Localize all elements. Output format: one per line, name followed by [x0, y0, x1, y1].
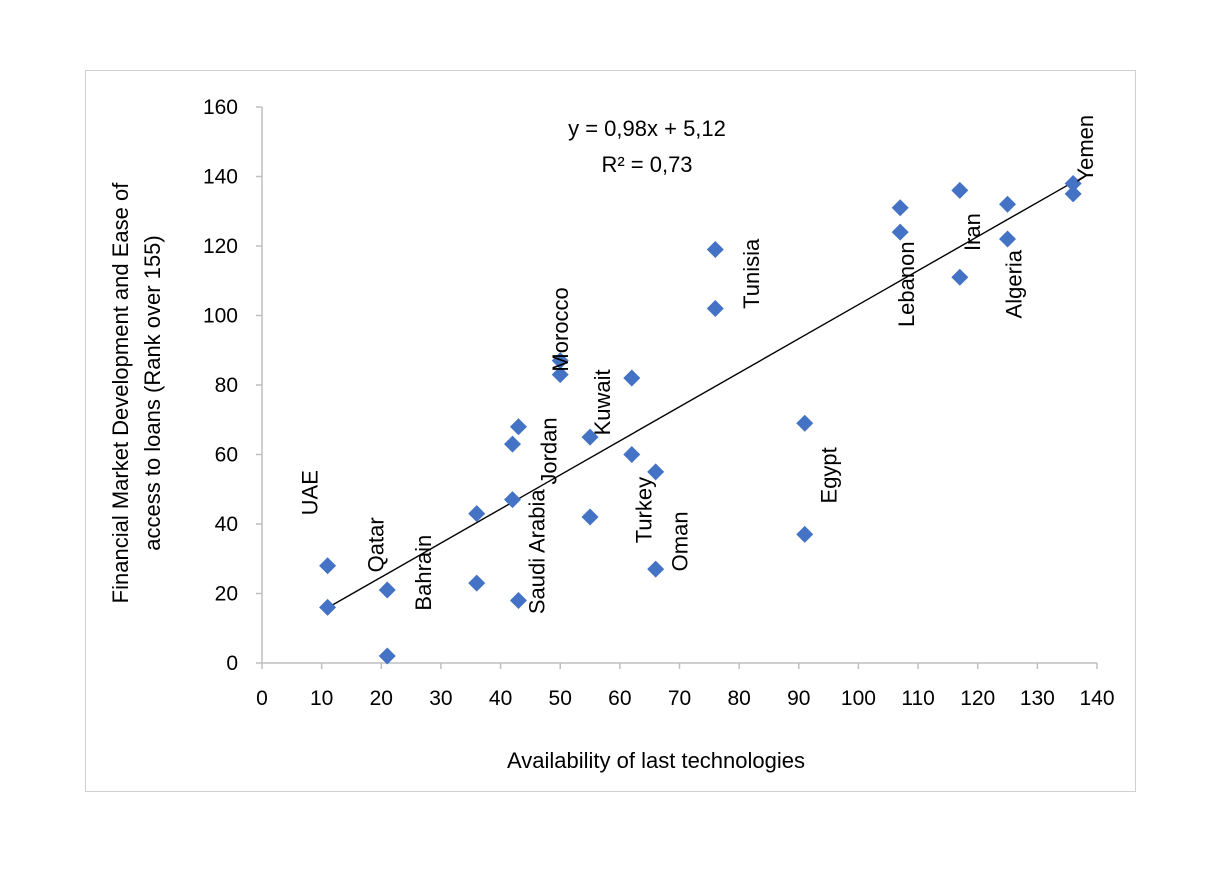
data-point-marker [504, 491, 521, 509]
data-point-marker [468, 574, 486, 592]
y-tick-label: 120 [203, 235, 238, 258]
y-tick-label: 60 [215, 444, 238, 467]
country-label-tunisia: Tunisia [739, 238, 764, 309]
y-tick-label: 80 [215, 374, 238, 397]
y-tick-label: 20 [215, 583, 238, 606]
data-point-marker [623, 446, 641, 463]
x-tick-label: 140 [1079, 687, 1114, 710]
data-point-marker [951, 268, 969, 286]
y-axis-title-line1: Financial Market Development and Ease of [108, 182, 133, 604]
y-tick-label: 140 [203, 166, 238, 189]
country-label-algeria: Algeria [1002, 249, 1027, 318]
country-label-qatar: Qatar [363, 517, 388, 572]
data-point-marker [891, 223, 909, 241]
r-squared: R² = 0,73 [601, 152, 692, 177]
data-point-marker [891, 199, 909, 217]
data-point-marker [581, 508, 599, 526]
data-point-marker [581, 428, 599, 446]
x-tick-label: 120 [960, 687, 995, 710]
data-point-marker [468, 505, 486, 523]
x-tick-label: 10 [310, 687, 333, 710]
y-tick-label: 100 [203, 305, 238, 328]
x-tick-label: 60 [608, 687, 631, 710]
point-labels: UAE Qatar Bahrain Saudi Arabia Jordan Morocco… [298, 115, 1098, 614]
data-point-marker [999, 195, 1017, 213]
country-label-uae: UAE [298, 470, 323, 515]
y-axis-title-line2: access to loans (Rank over 155) [140, 235, 165, 551]
x-tick-label: 40 [489, 687, 512, 710]
country-label-bahrain: Bahrain [411, 535, 436, 611]
data-point-marker [623, 369, 641, 387]
data-point-marker [378, 647, 396, 665]
data-point-marker [999, 230, 1017, 248]
country-label-kuwait: Kuwait [590, 369, 615, 435]
x-tick-label: 0 [256, 687, 268, 710]
data-point-marker [706, 300, 724, 318]
x-tick-label: 20 [370, 687, 393, 710]
data-point-marker [378, 581, 396, 599]
data-point-marker [551, 352, 569, 370]
data-point-marker [509, 591, 527, 609]
country-label-lebanon: Lebanon [894, 241, 919, 327]
x-tick-label: 100 [841, 687, 876, 710]
x-tick-label: 50 [549, 687, 572, 710]
data-point-marker [319, 557, 337, 575]
data-point-marker [319, 598, 337, 616]
data-point-marker [647, 560, 665, 578]
x-tick-label: 130 [1020, 687, 1055, 710]
y-tick-label: 40 [215, 513, 238, 536]
y-tick-label: 0 [226, 652, 238, 675]
x-axis-title: Availability of last technologies [507, 748, 805, 773]
data-point-marker [1064, 174, 1082, 192]
data-points [319, 174, 1082, 665]
data-point-marker [796, 525, 814, 543]
country-label-egypt: Egypt [817, 447, 842, 503]
country-label-morocco: Morocco [548, 287, 573, 371]
country-label-jordan: Jordan [536, 417, 561, 484]
data-point-marker [951, 181, 969, 199]
chart-frame [85, 70, 1136, 792]
country-label-saudi-arabia: Saudi Arabia [524, 489, 549, 615]
x-tick-label: 80 [727, 687, 750, 710]
x-tick-label: 30 [429, 687, 452, 710]
data-point-marker [1064, 185, 1082, 203]
data-point-marker [551, 366, 569, 384]
country-label-yemen: Yemen [1073, 115, 1098, 183]
trendline-equation: y = 0,98x + 5,12 [568, 116, 726, 141]
country-label-iran: Iran [960, 213, 985, 251]
data-point-marker [509, 418, 527, 436]
x-tick-label: 110 [901, 687, 934, 710]
data-point-marker [647, 463, 665, 481]
trendline [327, 181, 1074, 609]
country-label-oman: Oman [668, 511, 693, 571]
x-tick-label: 70 [668, 687, 691, 710]
data-point-marker [504, 435, 521, 453]
axes [261, 107, 1097, 664]
x-tick-label: 90 [787, 687, 810, 710]
tick-labels: 0 20 40 60 80 100 120 140 160 0 10 20 30 40 50 60 70 80 90… [203, 96, 1115, 710]
data-point-marker [796, 414, 814, 432]
country-label-turkey: Turkey [632, 477, 657, 543]
data-point-marker [706, 240, 724, 258]
y-tick-label: 160 [203, 96, 238, 119]
